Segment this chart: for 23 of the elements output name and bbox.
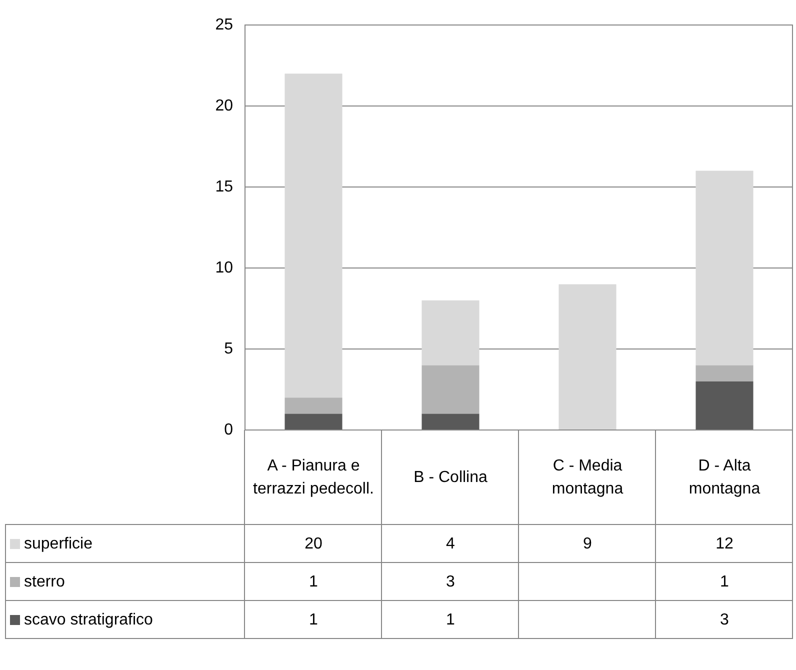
x-tick-label: B - Collina — [414, 468, 488, 486]
data-label: 1 — [309, 573, 318, 590]
y-tick-label: 25 — [215, 16, 234, 34]
data-label: 3 — [720, 611, 730, 628]
x-tick-label: A - Pianura e terrazzi pedecoll. — [253, 457, 374, 498]
data-label: 1 — [446, 611, 456, 628]
y-tick-label: 0 — [224, 421, 234, 438]
y-tick-label: 20 — [215, 97, 234, 114]
legend-label: sterro — [24, 573, 65, 590]
y-tick-label: 15 — [215, 178, 234, 196]
x-tick-label: C - Media montagna — [552, 457, 624, 498]
y-tick-label: 10 — [215, 259, 234, 276]
data-label: 3 — [446, 573, 456, 590]
legend-label: superficie — [24, 535, 93, 552]
y-tick-label: 5 — [224, 340, 234, 358]
data-label: 1 — [309, 611, 318, 628]
data-label: 4 — [446, 535, 456, 552]
data-label: 9 — [583, 535, 592, 552]
x-tick-label: D - Alta montagna — [688, 457, 760, 498]
legend-label: scavo stratigrafico — [24, 611, 154, 628]
data-label: 1 — [720, 573, 730, 590]
data-label: 12 — [716, 535, 734, 552]
data-label: 20 — [304, 535, 322, 552]
